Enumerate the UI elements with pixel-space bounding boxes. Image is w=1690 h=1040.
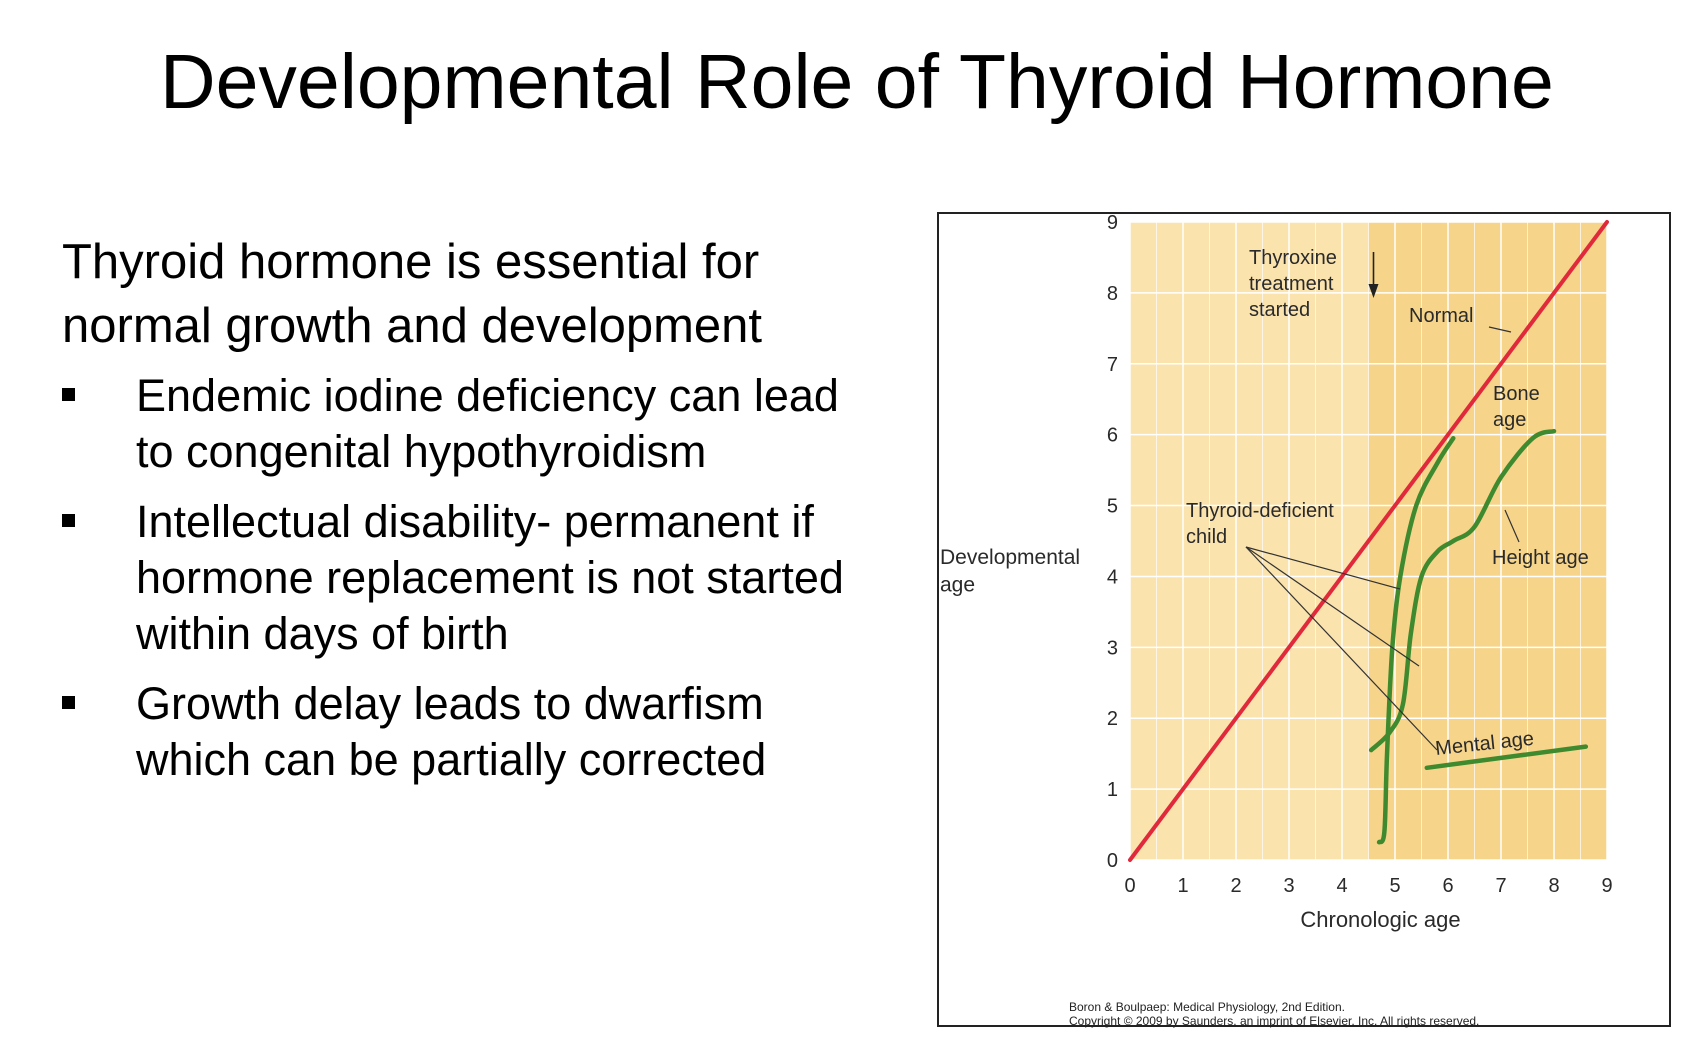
deficient-leader-line <box>1245 546 1401 590</box>
y-tick-label: 9 <box>1107 214 1118 234</box>
treatment-started-label: Thyroxine treatment started <box>1249 247 1337 321</box>
square-bullet-icon <box>62 514 75 527</box>
y-tick-label: 2 <box>1107 708 1118 730</box>
y-tick-label: 3 <box>1107 637 1118 659</box>
x-tick-label: 0 <box>1124 875 1135 897</box>
developmental-age-chart: 0 1 2 3 4 5 6 7 8 9 0 1 2 3 4 5 6 7 8 9 Chronologic age Devel… <box>940 214 1613 932</box>
y-tick-label: 5 <box>1107 496 1118 518</box>
treatment-arrow-head <box>1368 284 1379 298</box>
x-tick-label: 2 <box>1230 875 1241 897</box>
deficient-leader-line <box>1245 546 1420 667</box>
normal-label: Normal <box>1409 305 1473 327</box>
x-tick-label: 9 <box>1601 875 1612 897</box>
slide-title: Developmental Role of Thyroid Hormone <box>160 39 1554 125</box>
y-tick-label: 6 <box>1107 425 1118 447</box>
bone-age-label: Bone age <box>1493 383 1540 431</box>
square-bullet-icon <box>62 388 75 401</box>
slide-body: Thyroid hormone is essential for normal … <box>62 230 882 802</box>
series-height-age-line <box>1368 428 1557 753</box>
y-tick-label: 7 <box>1107 354 1118 376</box>
chart-credit-line: Boron & Boulpaep: Medical Physiology, 2n… <box>1069 1000 1345 1014</box>
y-tick-label: 1 <box>1107 779 1118 801</box>
x-tick-label: 8 <box>1548 875 1559 897</box>
bullet-item: Intellectual disability- permanent if ho… <box>62 494 882 662</box>
y-tick-label: 8 <box>1107 283 1118 305</box>
x-tick-label: 5 <box>1389 875 1400 897</box>
series-bone-age-line <box>1376 435 1456 845</box>
x-tick-label: 3 <box>1283 875 1294 897</box>
bullet-item: Growth delay leads to dwarfism which can… <box>62 676 882 788</box>
bullet-list: Endemic iodine deficiency can lead to co… <box>62 368 882 788</box>
height-age-leader-line <box>1504 509 1520 543</box>
chart-frame: 0 1 2 3 4 5 6 7 8 9 0 1 2 3 4 5 6 7 8 9 Chronologic age Devel… <box>937 212 1671 1028</box>
x-tick-label: 4 <box>1336 875 1347 897</box>
square-bullet-icon <box>62 696 75 709</box>
height-age-label: Height age <box>1492 547 1589 569</box>
deficient-leader-line <box>1245 546 1438 751</box>
y-tick-label: 4 <box>1107 566 1118 588</box>
x-tick-label: 7 <box>1495 875 1506 897</box>
intro-text: Thyroid hormone is essential for normal … <box>62 235 763 353</box>
bullet-item: Endemic iodine deficiency can lead to co… <box>62 368 882 480</box>
x-axis-title: Chronologic age <box>1300 907 1460 932</box>
y-axis-title: Developmental age <box>940 546 1080 596</box>
normal-leader-line <box>1488 326 1512 333</box>
thyroid-deficient-label: Thyroid-deficient child <box>1186 500 1334 548</box>
bullet-text: Intellectual disability- permanent if ho… <box>136 496 844 659</box>
series-mental-age-line <box>1424 744 1589 771</box>
bullet-text: Growth delay leads to dwarfism which can… <box>136 678 767 785</box>
series-normal-line <box>1128 220 1609 862</box>
plot-background <box>1130 222 1369 860</box>
x-tick-label: 6 <box>1442 875 1453 897</box>
chart-copyright-line: Copyright © 2009 by Saunders, an imprint… <box>1069 1014 1480 1028</box>
y-tick-label: 0 <box>1107 850 1118 872</box>
bullet-text: Endemic iodine deficiency can lead to co… <box>136 370 839 477</box>
treatment-period-background <box>1368 222 1607 860</box>
x-tick-label: 1 <box>1177 875 1188 897</box>
